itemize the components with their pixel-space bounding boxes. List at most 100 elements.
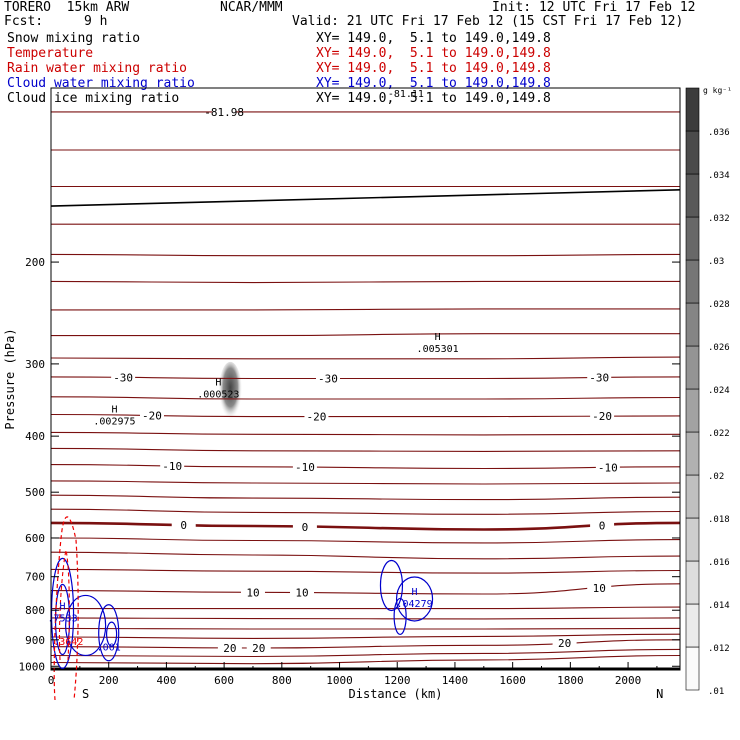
org-title: NCAR/MMM — [220, 0, 283, 15]
contour-label-bg — [552, 637, 577, 649]
cloud-water-contour — [393, 597, 407, 636]
contour-label-bg — [587, 371, 612, 383]
contour-label-bg — [587, 582, 612, 594]
temperature-contour — [50, 654, 681, 665]
snow-max-h: H — [111, 405, 117, 416]
field-name-snow: Snow mixing ratio — [7, 31, 141, 46]
temperature-contour — [50, 648, 681, 658]
x-tick-label: 600 — [214, 674, 234, 687]
contour-label-bg — [139, 409, 164, 421]
x-axis-title: Distance (km) — [349, 687, 443, 701]
colorbar-label: .016 — [708, 558, 730, 568]
x-tick-label: 1400 — [442, 674, 469, 687]
field-name-cloud-water: Cloud water mixing ratio — [7, 76, 195, 91]
temperature-contour — [50, 551, 681, 560]
colorbar-label: .028 — [708, 300, 730, 310]
y-tick-label: 400 — [25, 430, 45, 443]
end-label-north: N — [656, 687, 663, 701]
cloud-water-max-value: .7533 — [47, 613, 77, 624]
temperature-contour — [50, 280, 680, 284]
temperature-contour — [50, 617, 681, 620]
cloud-ice-shading — [218, 361, 243, 426]
cloud-water-contour — [50, 557, 75, 669]
cloud-water-contour — [98, 604, 120, 662]
temperature-contour-label: 20 — [252, 642, 265, 655]
temperature-contour-label: 10 — [593, 582, 606, 595]
contour-label-bg — [304, 410, 329, 422]
colorbar-label: .02 — [708, 472, 724, 482]
temperature-contour-label: 20 — [558, 637, 571, 650]
x-tick-label: 0 — [48, 674, 55, 687]
temperature-contour-label: -20 — [307, 411, 327, 424]
temperature-contour — [50, 627, 681, 630]
cloud-water-contour — [105, 621, 118, 647]
temperature-contour-label: -10 — [162, 460, 182, 473]
cloud-water-max-value: .04279 — [396, 599, 432, 610]
temperature-contour-label: -20 — [142, 410, 162, 423]
x-tick-label: 1600 — [499, 674, 526, 687]
temperature-contour-label: -10 — [295, 461, 315, 474]
colorbar-segment — [685, 130, 700, 175]
temperature-contour-label: 20 — [223, 642, 236, 655]
y-tick-label: 600 — [25, 532, 45, 545]
colorbar-segment — [685, 517, 700, 562]
field-xy-rain: XY= 149.0, 5.1 to 149.0,149.8 — [316, 61, 551, 76]
contour-label-bg — [590, 519, 615, 531]
field-name-temperature: Temperature — [7, 46, 94, 61]
temperature-contour — [50, 639, 681, 649]
x-tick-label: 800 — [272, 674, 292, 687]
temperature-contour — [50, 568, 681, 574]
y-tick-label: 500 — [25, 486, 45, 499]
cloud-water-contour — [65, 594, 107, 657]
cloud-ice-max-value: .005301 — [417, 344, 459, 355]
colorbar-segment — [685, 216, 700, 261]
cloud-water-max-value: .001 — [97, 643, 121, 654]
temperature-contour — [50, 447, 681, 452]
temperature-contour — [50, 253, 681, 257]
contour-label-bg — [290, 586, 315, 598]
x-tick-label: 200 — [99, 674, 119, 687]
colorbar-segment — [685, 259, 700, 304]
contour-label-bg — [160, 459, 185, 471]
field-name-cloud-ice: Cloud ice mixing ratio — [7, 91, 180, 106]
cloud-water-max-h: H — [412, 587, 418, 598]
colorbar-segment — [685, 302, 700, 347]
colorbar-segment — [685, 345, 700, 390]
y-tick-label: 900 — [25, 634, 45, 647]
temperature-contour — [50, 396, 681, 400]
colorbar-unit: g kg⁻¹ — [703, 86, 732, 95]
colorbar-label: .014 — [708, 601, 730, 611]
temperature-contour — [50, 633, 681, 639]
temperature-contour — [50, 333, 680, 337]
colorbar-segment — [685, 560, 700, 605]
colorbar-segment — [685, 603, 700, 648]
temperature-point-label: -81.11 — [388, 89, 424, 100]
temperature-contour-label: 10 — [246, 586, 259, 599]
colorbar-segment — [685, 431, 700, 476]
plot-frame — [50, 87, 681, 671]
contour-label-bg — [595, 461, 620, 473]
rain-water-contour — [58, 549, 70, 661]
colorbar-segment — [685, 646, 700, 691]
fcst-label: Fcst: — [4, 14, 44, 29]
temperature-contour-label: -30 — [113, 372, 133, 385]
contour-label-bg — [217, 641, 242, 653]
temperature-contour — [50, 464, 681, 470]
y-tick-label: 1000 — [19, 660, 46, 673]
contour-label-bg — [246, 641, 271, 653]
field-xy-cloud-ice: XY= 149.0, 5.1 to 149.0,149.8 — [316, 91, 551, 106]
fcst-value: 9 h — [84, 14, 108, 29]
y-tick-label: 700 — [25, 571, 45, 584]
cloud-ice-max-value: .000523 — [197, 389, 239, 400]
cloud-water-contour — [395, 576, 434, 622]
temperature-contour — [50, 537, 681, 544]
rain-water-max-value: .3642 — [53, 637, 83, 648]
temperature-contour — [50, 431, 681, 436]
colorbar-label: .032 — [708, 214, 730, 224]
contour-label-bg — [292, 520, 317, 532]
contour-label-bg — [171, 518, 196, 530]
end-label-south: S — [82, 687, 89, 701]
temperature-contour-label: 0 — [302, 521, 309, 534]
rain-water-contour — [53, 516, 79, 701]
